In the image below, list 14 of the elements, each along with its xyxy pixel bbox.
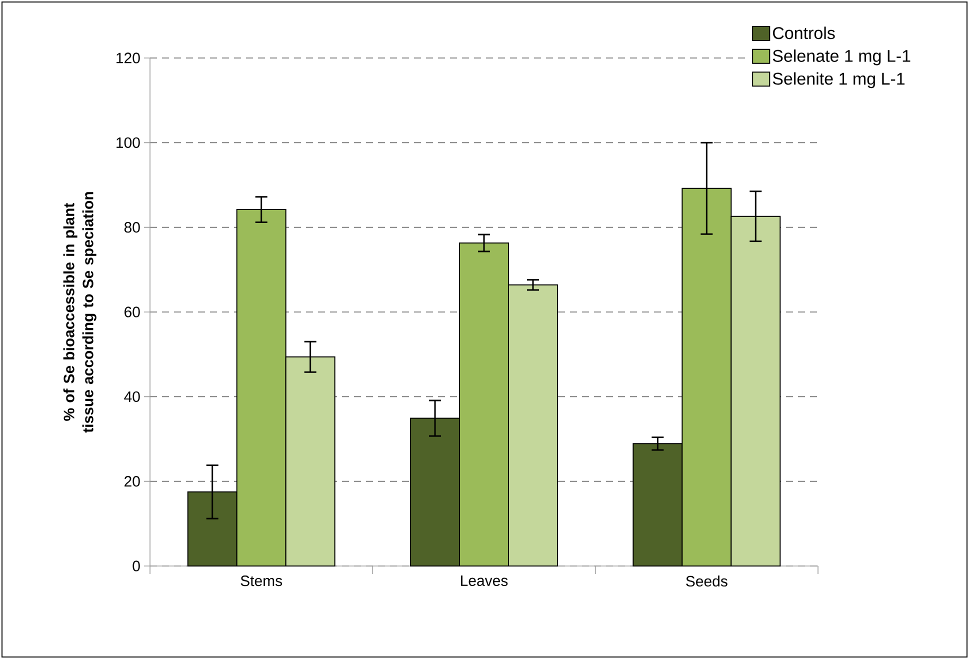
y-tick-label: 0 xyxy=(132,560,140,572)
y-tick-label: 100 xyxy=(116,137,140,148)
y-tick-label: 40 xyxy=(124,391,140,402)
y-tick-label: 80 xyxy=(124,222,140,233)
y-tick-label: 20 xyxy=(124,476,140,487)
legend-label: Selenite 1 mg L-1 xyxy=(772,72,905,88)
y-tick-label: 120 xyxy=(116,52,140,64)
legend-label: Selenate 1 mg L-1 xyxy=(772,49,910,66)
x-tick-label: Seeds xyxy=(686,576,728,587)
legend-label: Controls xyxy=(773,26,835,40)
y-tick-label: 60 xyxy=(124,306,140,318)
x-tick-label: Leaves xyxy=(461,576,508,586)
y-axis-title: % of Se bioaccessible in plant tissue according to Se speciation xyxy=(63,192,96,433)
x-tick-label: Stems xyxy=(240,576,282,586)
